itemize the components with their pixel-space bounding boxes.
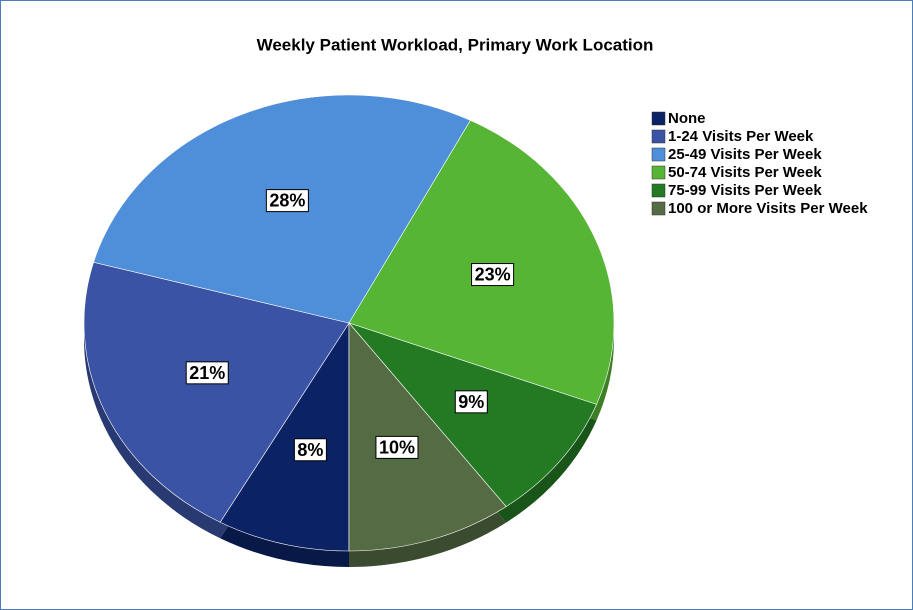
data-label-box	[293, 438, 327, 462]
data-label-box	[265, 189, 309, 213]
slice	[219, 321, 350, 552]
legend-swatch	[651, 111, 666, 126]
legend-label: 1-24 Visits Per Week	[668, 128, 814, 145]
legend-label: 25-49 Visits Per Week	[668, 146, 822, 163]
data-label-box	[471, 263, 515, 287]
legend-swatch	[651, 165, 666, 180]
data-label: 9%	[454, 390, 488, 414]
legend-swatch	[651, 147, 666, 162]
data-label-box	[454, 390, 488, 414]
slice	[348, 322, 507, 552]
data-label: 10%	[375, 435, 419, 459]
data-label: 28%	[265, 189, 309, 213]
legend-label: None	[668, 110, 706, 127]
legend-label: 100 or More Visits Per Week	[668, 200, 868, 217]
pie: 8% 21% 28% 23% 9% 10%	[83, 94, 615, 567]
slice	[348, 119, 615, 405]
data-label-text: 10%	[379, 437, 415, 457]
data-label-box	[375, 435, 419, 459]
legend-swatch	[651, 129, 666, 144]
legend-label: 50-74 Visits Per Week	[668, 164, 822, 181]
data-label-text: 21%	[189, 363, 225, 383]
slice	[83, 261, 350, 523]
data-label-text: 28%	[269, 191, 305, 211]
data-label-text: 8%	[297, 440, 323, 460]
data-label-text: 23%	[475, 265, 511, 285]
data-label: 8%	[293, 438, 327, 462]
legend-swatch	[651, 183, 666, 198]
data-label: 23%	[471, 263, 515, 287]
data-label: 21%	[185, 361, 229, 385]
data-label-text: 9%	[458, 392, 484, 412]
legend-label: 75-99 Visits Per Week	[668, 182, 822, 199]
data-label-box	[185, 361, 229, 385]
slice	[348, 322, 597, 507]
chart-title: Weekly Patient Workload, Primary Work Lo…	[257, 35, 654, 54]
legend-swatch	[651, 201, 666, 216]
